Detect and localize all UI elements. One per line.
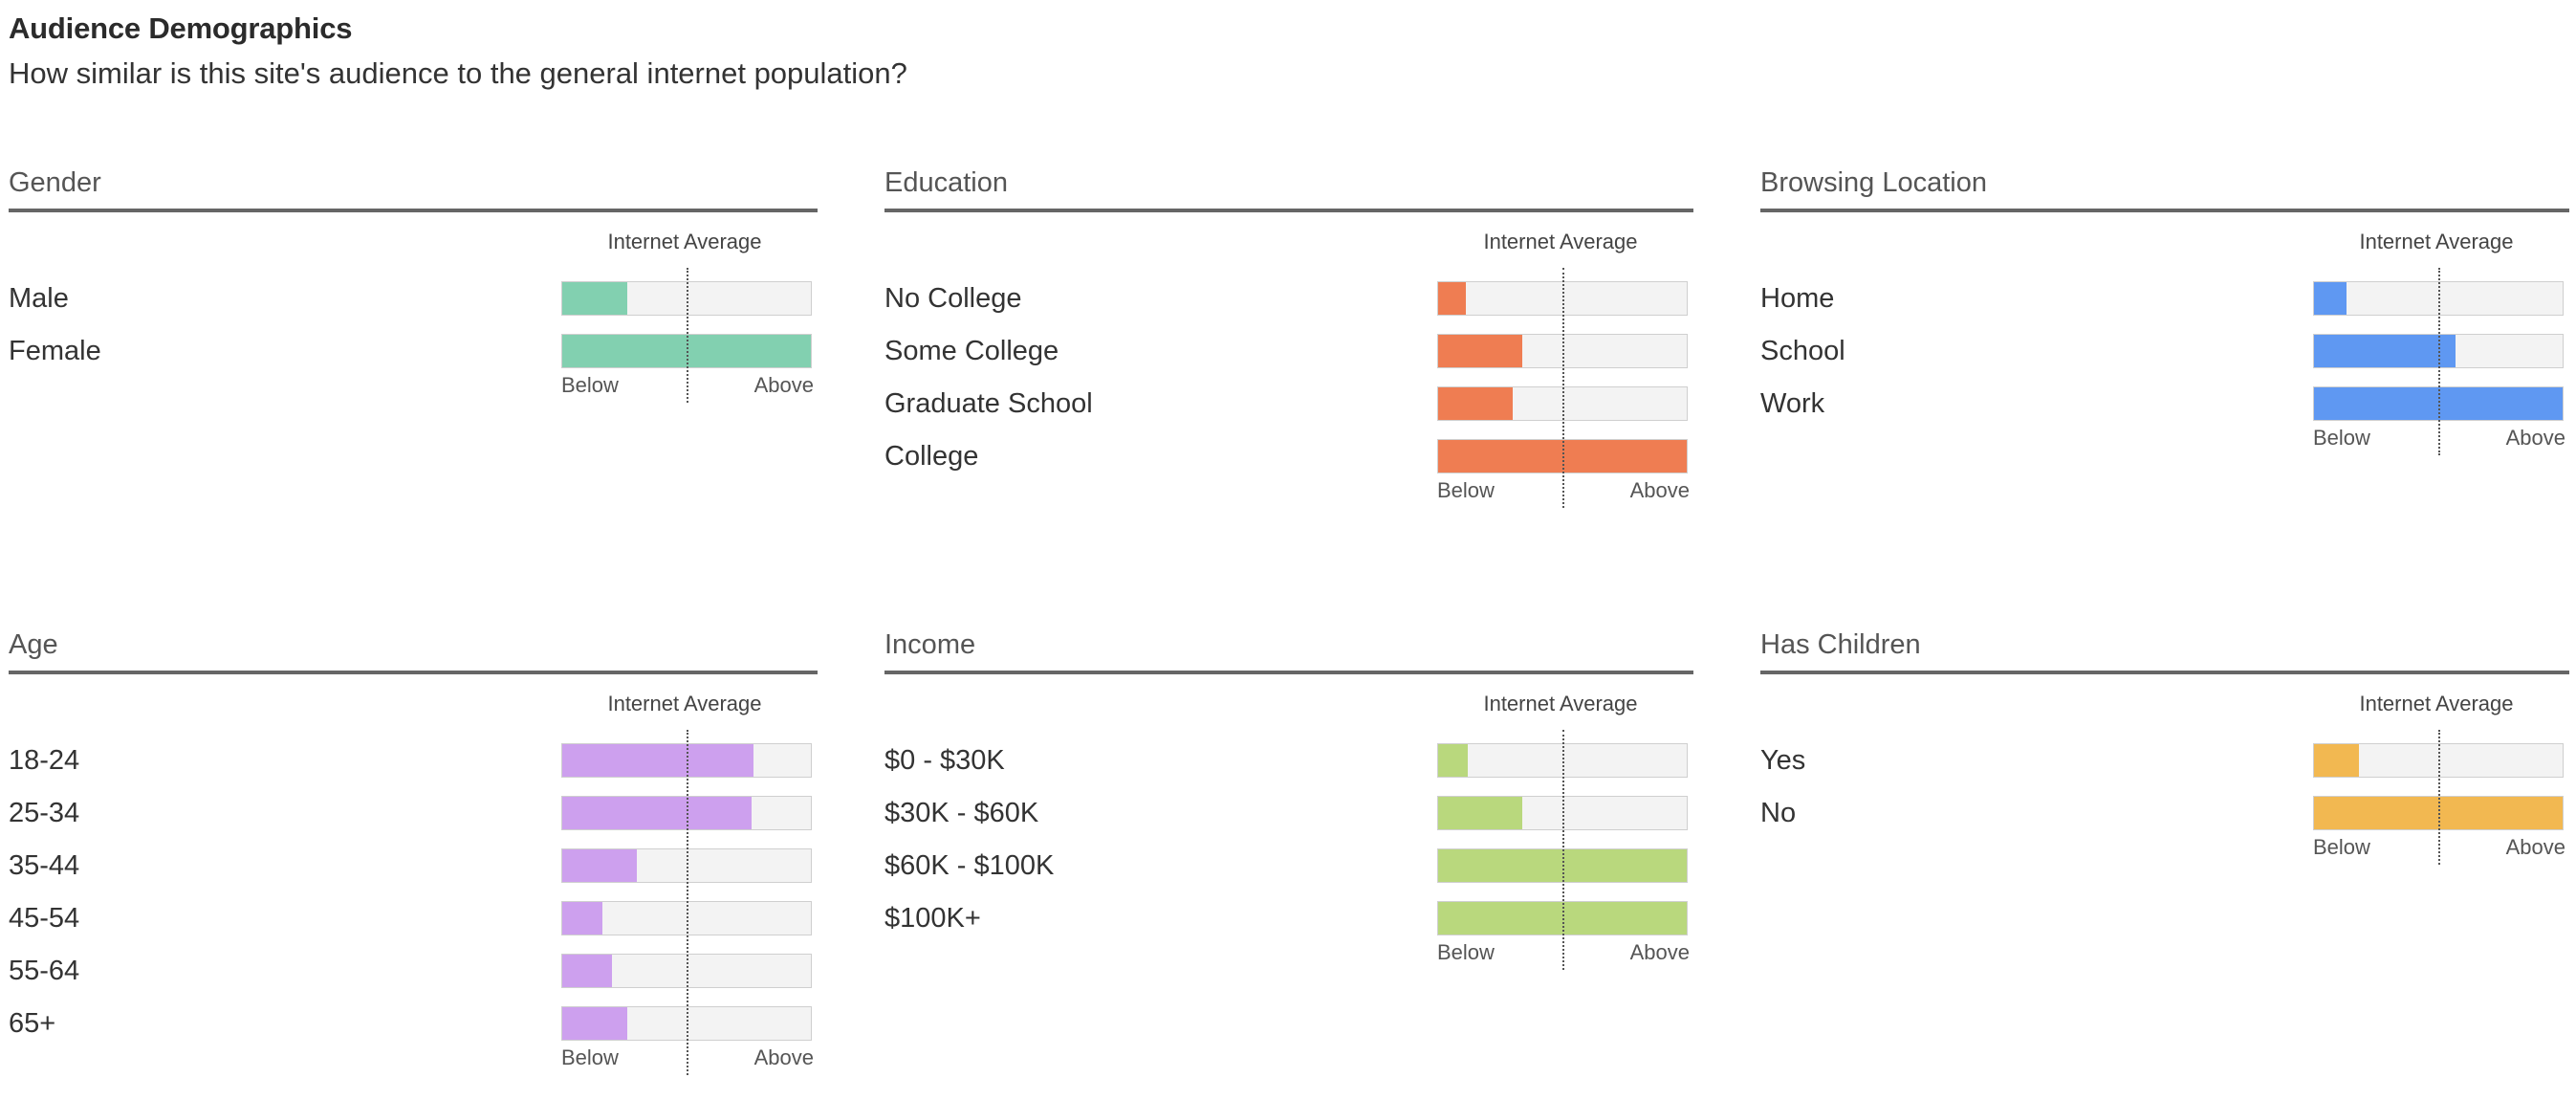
axis-label-below: Below bbox=[2313, 835, 2370, 859]
bar-row: 65+ bbox=[9, 1004, 818, 1043]
bar-row: 55-64 bbox=[9, 952, 818, 990]
category-label: No bbox=[1760, 798, 1797, 828]
category-label: 18-24 bbox=[9, 745, 80, 776]
axis-label-below: Below bbox=[561, 373, 619, 397]
bar-row: $60K - $100K bbox=[884, 847, 1693, 885]
bar-fill bbox=[562, 282, 627, 315]
bar-fill bbox=[1438, 387, 1513, 420]
bar-row: No bbox=[1760, 794, 2569, 832]
axis-label-below: Below bbox=[1437, 478, 1495, 502]
bar-row: School bbox=[1760, 332, 2569, 370]
bar-row: Graduate School bbox=[884, 385, 1693, 423]
bar-row: Female bbox=[9, 332, 818, 370]
category-label: Some College bbox=[884, 336, 1059, 366]
panel-income: Income Internet Average $0 - $30K $30K - $6… bbox=[884, 627, 1693, 970]
panel-age: Age Internet Average 18-24 25-34 35-44 45-54 5… bbox=[9, 627, 818, 1075]
page-header: Audience Demographics How similar is thi… bbox=[9, 8, 907, 98]
bar-fill bbox=[1438, 335, 1523, 367]
bar-fill bbox=[562, 797, 752, 829]
internet-average-line bbox=[1562, 268, 1564, 508]
bar-fill bbox=[562, 902, 602, 935]
bar-row: College bbox=[884, 437, 1693, 475]
internet-average-label: Internet Average bbox=[2359, 230, 2514, 253]
category-label: Home bbox=[1760, 283, 1835, 314]
category-label: 65+ bbox=[9, 1008, 56, 1039]
category-label: 35-44 bbox=[9, 850, 80, 881]
internet-average-line bbox=[2438, 730, 2440, 865]
bar-fill bbox=[2314, 335, 2456, 367]
panel-has-children: Has Children Internet Average Yes No Below Ab… bbox=[1760, 627, 2569, 865]
category-label: School bbox=[1760, 336, 1845, 366]
axis-label-above: Above bbox=[2505, 835, 2565, 859]
bar-row: Work bbox=[1760, 385, 2569, 423]
internet-average-line bbox=[687, 730, 688, 1075]
bar-fill bbox=[1438, 282, 1466, 315]
bar-fill bbox=[2314, 282, 2347, 315]
internet-average-label: Internet Average bbox=[1483, 692, 1638, 715]
panel-education: Education Internet Average No College Some … bbox=[884, 165, 1693, 508]
panel-title: Gender bbox=[9, 165, 818, 212]
panel-title: Browsing Location bbox=[1760, 165, 2569, 212]
bar-fill bbox=[2314, 744, 2359, 777]
axis-label-above: Above bbox=[753, 373, 814, 397]
bar-row: $0 - $30K bbox=[884, 741, 1693, 780]
axis-label-below: Below bbox=[2313, 426, 2370, 450]
category-label: 45-54 bbox=[9, 903, 80, 934]
page-title: Audience Demographics bbox=[9, 11, 353, 45]
category-label: 55-64 bbox=[9, 956, 80, 986]
axis-label-above: Above bbox=[1629, 940, 1690, 964]
category-label: $100K+ bbox=[884, 903, 981, 934]
category-label: College bbox=[884, 441, 979, 472]
category-label: Male bbox=[9, 283, 69, 314]
category-label: Work bbox=[1760, 388, 1825, 419]
category-label: $0 - $30K bbox=[884, 745, 1005, 776]
bar-row: 45-54 bbox=[9, 899, 818, 937]
axis-label-above: Above bbox=[753, 1045, 814, 1069]
bar-row: No College bbox=[884, 279, 1693, 318]
category-label: No College bbox=[884, 283, 1022, 314]
internet-average-line bbox=[1562, 730, 1564, 970]
internet-average-label: Internet Average bbox=[607, 692, 762, 715]
bar-fill bbox=[1438, 744, 1469, 777]
bar-fill bbox=[1438, 797, 1523, 829]
internet-average-label: Internet Average bbox=[2359, 692, 2514, 715]
internet-average-line bbox=[687, 268, 688, 403]
bar-row: 18-24 bbox=[9, 741, 818, 780]
bar-row: Some College bbox=[884, 332, 1693, 370]
bar-row: $30K - $60K bbox=[884, 794, 1693, 832]
internet-average-line bbox=[2438, 268, 2440, 455]
bar-fill bbox=[562, 744, 754, 777]
category-label: Yes bbox=[1760, 745, 1806, 776]
page-subtitle: How similar is this site's audience to t… bbox=[9, 56, 907, 90]
panel-title: Income bbox=[884, 627, 1693, 674]
axis-label-below: Below bbox=[561, 1045, 619, 1069]
bar-fill bbox=[562, 1007, 627, 1040]
category-label: Graduate School bbox=[884, 388, 1093, 419]
panel-title: Age bbox=[9, 627, 818, 674]
category-label: 25-34 bbox=[9, 798, 80, 828]
panel-gender: Gender Internet Average Male Female Below Abo… bbox=[9, 165, 818, 403]
category-label: $30K - $60K bbox=[884, 798, 1039, 828]
category-label: Female bbox=[9, 336, 101, 366]
bar-row: 35-44 bbox=[9, 847, 818, 885]
panel-browsing-location: Browsing Location Internet Average Home Sch… bbox=[1760, 165, 2569, 455]
bar-fill bbox=[562, 849, 637, 882]
bar-row: 25-34 bbox=[9, 794, 818, 832]
bar-row: Home bbox=[1760, 279, 2569, 318]
bar-row: Male bbox=[9, 279, 818, 318]
bar-fill bbox=[562, 955, 612, 987]
bar-row: Yes bbox=[1760, 741, 2569, 780]
bar-row: $100K+ bbox=[884, 899, 1693, 937]
category-label: $60K - $100K bbox=[884, 850, 1055, 881]
axis-label-above: Above bbox=[1629, 478, 1690, 502]
panel-title: Education bbox=[884, 165, 1693, 212]
axis-label-below: Below bbox=[1437, 940, 1495, 964]
axis-label-above: Above bbox=[2505, 426, 2565, 450]
internet-average-label: Internet Average bbox=[607, 230, 762, 253]
internet-average-label: Internet Average bbox=[1483, 230, 1638, 253]
panel-title: Has Children bbox=[1760, 627, 2569, 674]
